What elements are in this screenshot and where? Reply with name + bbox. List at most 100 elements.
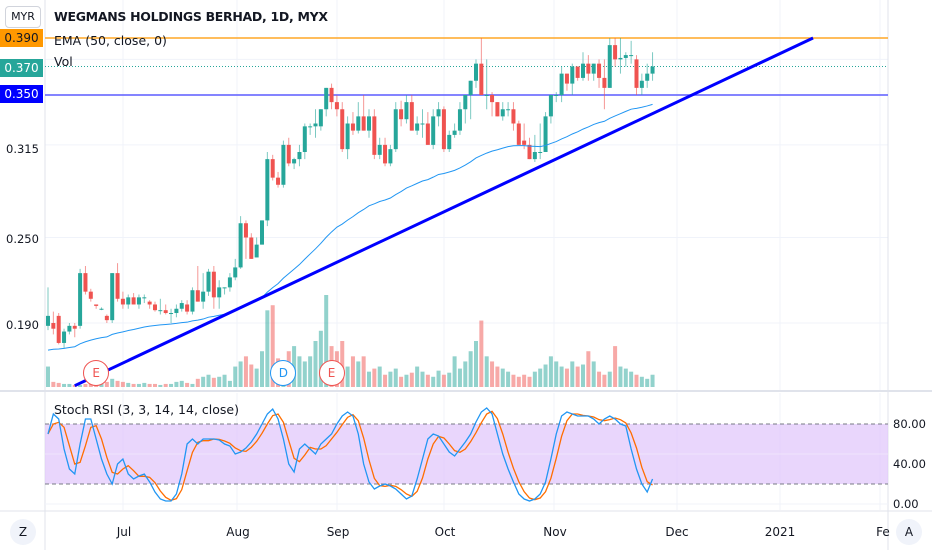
- earnings-marker[interactable]: E: [83, 360, 110, 386]
- candle-body: [126, 297, 131, 305]
- volume-bar: [249, 364, 254, 387]
- candle-body: [447, 134, 452, 150]
- volume-bar: [153, 383, 157, 387]
- candle-body: [490, 95, 495, 103]
- candle-body: [142, 297, 147, 299]
- zoom-reset-button[interactable]: Z: [10, 519, 36, 545]
- volume-bar: [211, 377, 216, 387]
- volume-bar: [356, 361, 361, 387]
- candle-body: [420, 123, 425, 125]
- volume-bar: [586, 351, 591, 387]
- candle-body: [361, 116, 366, 131]
- volume-bar: [452, 356, 457, 387]
- volume-bar: [564, 368, 569, 387]
- volume-bar: [575, 366, 580, 387]
- volume-bar: [324, 295, 329, 387]
- candle-body: [292, 159, 297, 164]
- candle-body: [581, 63, 585, 78]
- candle-body: [334, 102, 339, 110]
- time-label-aug: Aug: [226, 525, 250, 539]
- candle-body: [623, 55, 628, 58]
- volume-bar: [104, 381, 109, 387]
- volume-bar: [527, 376, 532, 387]
- stoch-rsi-legend[interactable]: Stoch RSI (3, 3, 14, 14, close): [54, 402, 239, 417]
- candle-body: [479, 63, 484, 95]
- candle-body: [436, 109, 441, 117]
- time-label-jul: Jul: [116, 525, 132, 539]
- candle-body: [147, 301, 152, 305]
- candle-body: [399, 109, 404, 120]
- candle-body: [222, 287, 227, 289]
- volume-bar: [99, 383, 104, 387]
- candle-body: [56, 315, 61, 343]
- candle-body: [564, 73, 569, 84]
- volume-bar: [308, 356, 313, 387]
- candle-body: [297, 152, 302, 160]
- candle-body: [78, 273, 83, 326]
- candle-body: [452, 130, 457, 135]
- volume-bar: [457, 368, 462, 387]
- candle-body: [51, 323, 56, 329]
- volume-bar: [559, 366, 564, 387]
- support-price-badge: 0.350: [0, 85, 43, 103]
- candle-body: [270, 159, 275, 178]
- volume-bar: [543, 364, 548, 387]
- stoch-d-line: [47, 410, 653, 502]
- candle-body: [388, 149, 393, 164]
- time-label-dec: Dec: [665, 525, 689, 539]
- candle-body: [516, 123, 521, 145]
- candle-body: [72, 325, 77, 329]
- candle-body: [190, 290, 195, 312]
- volume-bar: [179, 380, 184, 387]
- candle-body: [104, 315, 109, 321]
- volume-bar: [238, 361, 243, 387]
- candle-body: [629, 55, 634, 57]
- volume-bar: [538, 368, 543, 387]
- volume-bar: [618, 366, 623, 387]
- volume-bar: [367, 371, 371, 387]
- volume-bar: [484, 356, 489, 387]
- volume-bar: [318, 330, 323, 387]
- volume-bar: [468, 351, 473, 387]
- ema-legend[interactable]: EMA (50, close, 0): [54, 33, 167, 48]
- candle-body: [538, 152, 543, 153]
- candle-body: [195, 290, 200, 302]
- volume-bar: [265, 310, 270, 387]
- candle-body: [179, 303, 184, 309]
- candle-body: [249, 237, 254, 259]
- volume-bar: [46, 366, 50, 387]
- candle-body: [634, 59, 639, 88]
- volume-bar: [500, 368, 505, 387]
- candle-body: [88, 291, 93, 299]
- volume-bar: [62, 383, 67, 387]
- candle-body: [340, 109, 345, 150]
- volume-bar: [602, 374, 607, 387]
- dividend-marker[interactable]: D: [270, 360, 297, 386]
- candle-body: [522, 140, 527, 145]
- volume-bar: [222, 374, 227, 387]
- candle-body: [238, 223, 243, 268]
- volume-bar: [56, 382, 61, 387]
- volume-bar: [591, 361, 596, 387]
- volume-bar: [142, 382, 147, 387]
- volume-bar: [415, 366, 420, 387]
- volume-bar: [629, 371, 634, 387]
- volume-bar: [441, 374, 446, 387]
- stoch-k-line: [47, 407, 654, 502]
- candle-body: [356, 116, 361, 131]
- candle-body: [383, 144, 388, 164]
- candle-body: [500, 109, 505, 117]
- volume-bar: [260, 351, 264, 387]
- candle-body: [495, 102, 500, 117]
- earnings-marker[interactable]: E: [318, 360, 345, 386]
- volume-bar: [126, 382, 131, 387]
- volume-bar: [613, 346, 618, 387]
- time-label-feb: Fe: [876, 525, 890, 539]
- volume-legend[interactable]: Vol: [54, 54, 73, 69]
- auto-scale-button[interactable]: A: [896, 519, 922, 545]
- currency-button[interactable]: MYR: [5, 6, 41, 28]
- volume-bar: [607, 371, 612, 387]
- candle-body: [425, 123, 430, 145]
- volume-bar: [393, 368, 398, 387]
